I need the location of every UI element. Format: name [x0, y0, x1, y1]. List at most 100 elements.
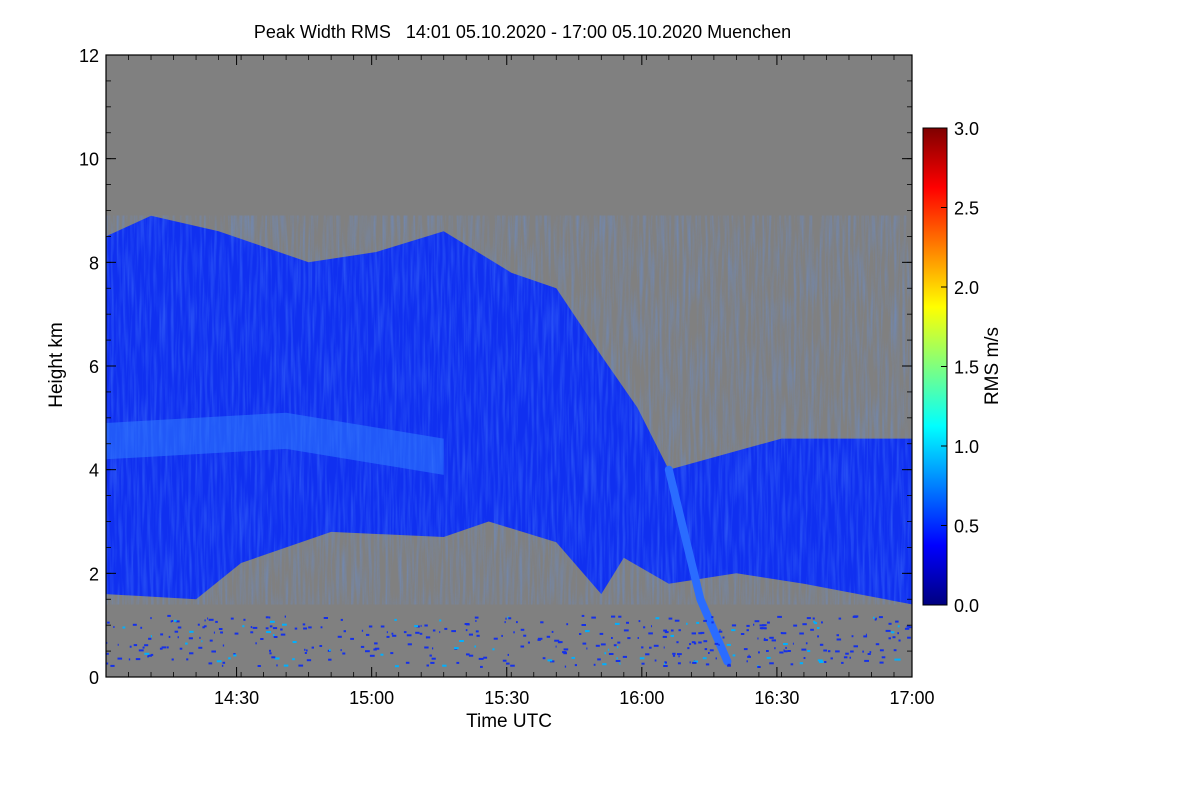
clutter-pixel	[161, 646, 167, 649]
x-tick-label: 16:30	[754, 688, 799, 708]
clutter-pixel	[726, 643, 731, 646]
clutter-pixel	[566, 623, 569, 626]
clutter-pixel	[386, 635, 390, 638]
clutter-pixel	[547, 659, 553, 662]
clutter-pixel	[718, 643, 720, 646]
x-axis: 14:30 15:00 15:30 16:00 16:30 17:00	[105, 55, 935, 708]
clutter-pixel	[757, 637, 759, 640]
clutter-pixel	[581, 614, 585, 617]
clutter-pixel	[748, 654, 750, 657]
clutter-pixel	[555, 645, 557, 648]
clutter-pixel	[653, 644, 659, 647]
clutter-pixel	[308, 626, 312, 629]
clutter-pixel	[715, 657, 717, 660]
clutter-pixel	[292, 658, 295, 661]
clutter-pixel	[426, 636, 431, 639]
clutter-pixel	[208, 618, 214, 621]
clutter-pixel	[678, 629, 681, 632]
clutter-pixel	[444, 627, 448, 630]
clutter-pixel	[823, 649, 827, 652]
y-tick-label: 12	[79, 46, 99, 66]
clutter-pixel	[323, 617, 328, 619]
clutter-pixel	[506, 662, 510, 665]
clutter-pixel	[806, 617, 811, 620]
clutter-pixel	[280, 633, 286, 636]
clutter-pixel	[198, 646, 203, 649]
clutter-pixel	[785, 646, 787, 649]
clutter-pixel	[663, 665, 668, 667]
clutter-pixel	[614, 622, 620, 625]
clutter-pixel	[294, 627, 298, 630]
clutter-pixel	[546, 635, 551, 638]
clutter-pixel	[746, 629, 749, 632]
clutter-pixel	[172, 620, 174, 622]
clutter-pixel	[563, 652, 567, 655]
clutter-pixel	[110, 664, 115, 667]
clutter-pixel	[753, 623, 755, 626]
clutter-pixel	[328, 658, 332, 661]
clutter-pixel	[171, 658, 174, 661]
clutter-pixel	[761, 627, 766, 630]
clutter-pixel	[520, 645, 525, 648]
clutter-pixel	[759, 627, 764, 630]
clutter-pixel	[668, 617, 673, 620]
clutter-pixel	[817, 659, 823, 662]
clutter-pixel	[824, 661, 827, 663]
clutter-pixel	[881, 656, 886, 659]
clutter-pixel	[821, 621, 823, 624]
x-axis-label: Time UTC	[466, 711, 552, 732]
clutter-pixel	[394, 665, 399, 668]
clutter-pixel	[177, 626, 182, 629]
clutter-pixel	[138, 649, 144, 652]
clutter-pixel	[722, 636, 725, 639]
clutter-pixel	[771, 639, 776, 642]
clutter-pixel	[595, 644, 600, 647]
clutter-pixel	[896, 658, 901, 661]
clutter-pixel	[304, 648, 306, 651]
clutter-pixel	[474, 616, 479, 619]
clutter-pixel	[649, 646, 652, 649]
clutter-pixel	[851, 635, 854, 638]
clutter-pixel	[719, 629, 721, 632]
clutter-pixel	[835, 650, 840, 653]
clutter-pixel	[266, 631, 271, 633]
clutter-pixel	[271, 656, 276, 659]
clutter-pixel	[340, 649, 342, 652]
clutter-pixel	[677, 653, 682, 656]
clutter-pixel	[711, 616, 714, 619]
clutter-pixel	[106, 662, 109, 665]
clutter-pixel	[551, 630, 554, 633]
clutter-pixel	[215, 620, 218, 623]
y-tick-label: 4	[89, 461, 99, 481]
clutter-pixel	[907, 636, 911, 639]
clutter-pixel	[350, 637, 354, 640]
clutter-pixel	[269, 652, 272, 655]
clutter-pixel	[268, 616, 271, 619]
clutter-pixel	[759, 624, 765, 627]
colorbar-label: RMS m/s	[982, 327, 1003, 405]
clutter-pixel	[862, 650, 864, 653]
clutter-pixel	[204, 619, 206, 622]
clutter-pixel	[619, 662, 621, 665]
clutter-pixel	[142, 646, 145, 649]
clutter-pixel	[897, 632, 899, 635]
clutter-pixel	[645, 653, 650, 656]
clutter-pixel	[174, 619, 177, 622]
clutter-pixel	[507, 616, 509, 619]
echo-fall-streak	[664, 465, 732, 666]
clutter-pixel	[113, 626, 115, 628]
clutter-pixel	[304, 652, 307, 654]
clutter-pixel	[337, 635, 342, 638]
y-tick-label: 6	[89, 357, 99, 377]
clutter-pixel	[140, 626, 143, 629]
clutter-pixel	[692, 661, 697, 664]
clutter-pixel	[611, 615, 616, 618]
clutter-pixel	[406, 634, 412, 637]
clutter-pixel	[122, 626, 126, 629]
clutter-pixel	[273, 636, 278, 638]
clutter-pixel	[368, 625, 373, 628]
clutter-pixel	[787, 650, 791, 652]
clutter-pixel	[276, 664, 278, 667]
clutter-pixel	[374, 642, 378, 645]
